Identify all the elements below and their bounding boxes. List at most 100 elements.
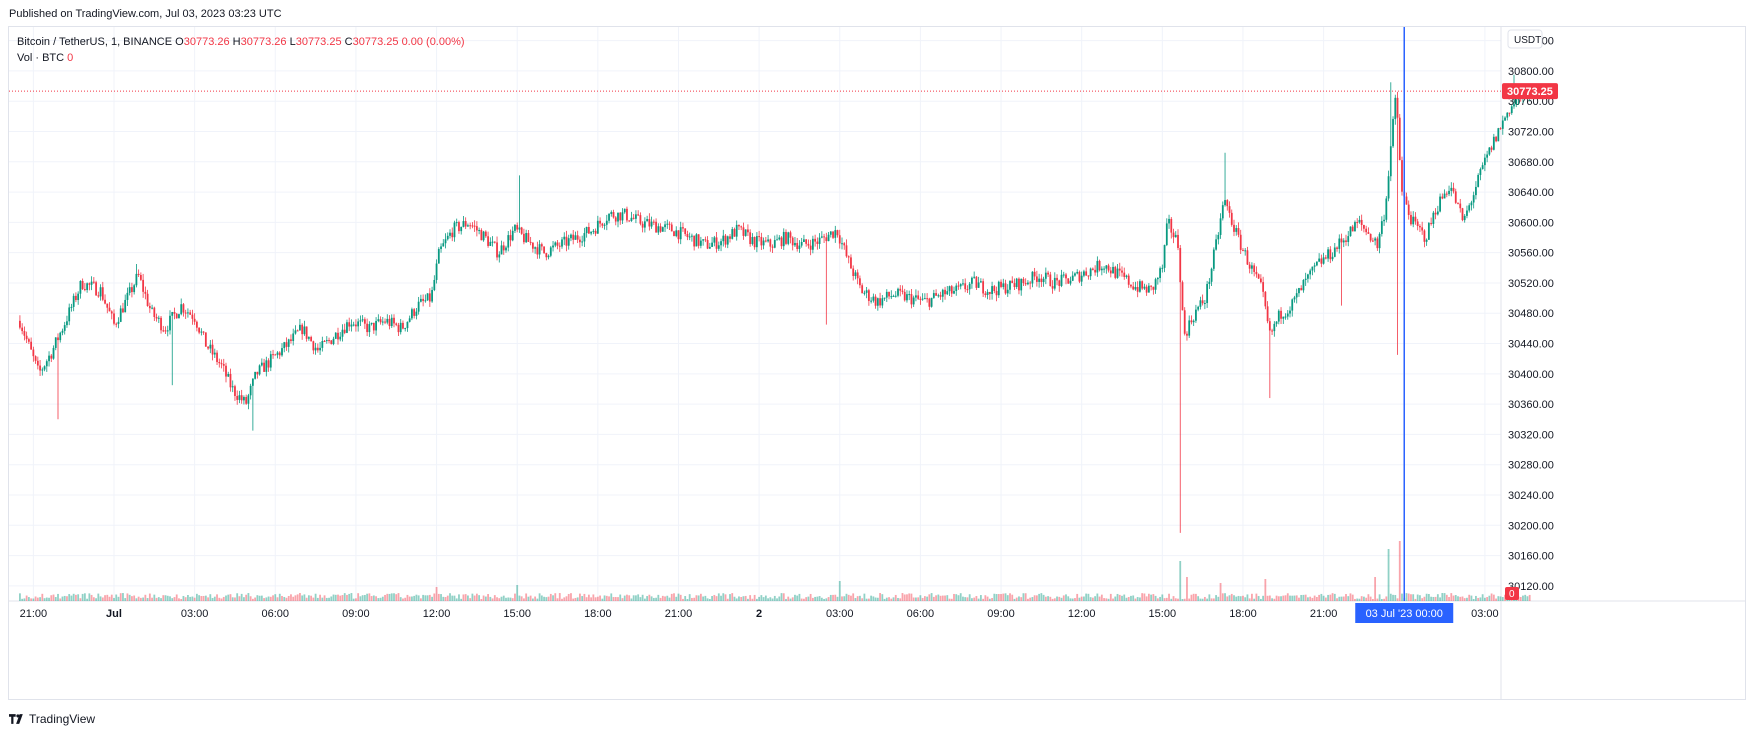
volume-bar — [1318, 594, 1321, 601]
volume-bar — [1466, 597, 1468, 601]
volume-bar — [538, 593, 541, 601]
volume-bar — [729, 594, 731, 601]
volume-bar — [260, 595, 263, 601]
candle-body — [968, 283, 971, 290]
candle-body — [1419, 226, 1421, 228]
volume-bar — [997, 594, 1000, 601]
candle-body — [1463, 215, 1466, 221]
candle-body — [733, 229, 736, 237]
volume-bar — [276, 597, 279, 601]
volume-bar — [1251, 593, 1253, 601]
candle-body — [1284, 316, 1287, 318]
candle-body — [572, 234, 575, 240]
price-chart[interactable]: 30120.00 30160.00 30200.00 30240.00 30280.00… — [9, 27, 1745, 699]
candle-body — [1369, 233, 1372, 241]
candle-body — [1425, 239, 1428, 242]
volume-bar — [1356, 598, 1359, 601]
volume-bar — [921, 597, 924, 601]
volume-bar — [1371, 598, 1374, 601]
volume-bar — [655, 597, 657, 601]
volume-bar — [444, 597, 447, 601]
candle-body — [1109, 270, 1112, 274]
volume-bar — [791, 597, 794, 601]
volume-bar — [283, 596, 286, 601]
volume-bar — [1139, 597, 1141, 601]
volume-bar — [1042, 594, 1045, 601]
volume-bar — [332, 594, 335, 601]
candle-body — [820, 236, 823, 238]
candle-body — [1096, 260, 1099, 273]
volume-bar — [1439, 597, 1441, 601]
volume-bar — [1434, 596, 1437, 601]
candle-body — [825, 237, 828, 242]
candle-body — [758, 236, 761, 238]
candle-body — [585, 226, 588, 234]
candle-body — [234, 386, 236, 396]
candle-body — [955, 285, 958, 291]
volume-bar — [1013, 598, 1016, 601]
candle-body — [502, 245, 505, 251]
volume-bar — [731, 593, 734, 601]
volume-bar — [738, 596, 740, 601]
candle-body — [836, 230, 839, 236]
candle-body — [697, 234, 700, 246]
footer-brand[interactable]: TradingView — [9, 712, 95, 726]
volume-bar — [1336, 598, 1338, 601]
candle-body — [747, 229, 749, 233]
y-tick-label: 30120.00 — [1508, 581, 1554, 593]
candle-body — [547, 255, 550, 258]
volume-bar — [294, 595, 297, 601]
volume-bar — [1441, 593, 1444, 601]
candle-body — [1228, 206, 1231, 213]
candle-body — [939, 295, 942, 297]
volume-bar — [1266, 595, 1269, 601]
candle-body — [596, 220, 599, 234]
volume-bar — [346, 594, 348, 601]
volume-bar — [518, 595, 521, 601]
candle-body — [99, 287, 102, 297]
candle-body — [489, 241, 492, 246]
volume-bar — [1452, 595, 1455, 601]
volume-bar — [489, 596, 492, 601]
candle-body — [1197, 306, 1200, 310]
chart-frame[interactable]: 30120.00 30160.00 30200.00 30240.00 30280.00… — [8, 26, 1746, 700]
volume-bar — [1342, 596, 1345, 601]
candle-body — [655, 221, 657, 233]
candle-body — [1156, 278, 1159, 280]
volume-bar — [670, 593, 673, 601]
candle-body — [892, 295, 895, 297]
volume-bar — [758, 596, 761, 601]
volume-bar — [122, 593, 124, 601]
candle-body — [1497, 128, 1500, 142]
volume-bar — [525, 593, 528, 601]
volume-bar — [836, 596, 839, 601]
candle-body — [1421, 227, 1424, 231]
candle-body — [648, 219, 651, 227]
volume-bar — [811, 597, 814, 601]
volume-bar — [785, 598, 787, 601]
volume-bar — [1338, 596, 1341, 601]
volume-bar — [724, 594, 727, 601]
volume-bar — [131, 596, 133, 601]
volume-bar — [1383, 598, 1385, 601]
currency-button[interactable] — [1507, 29, 1543, 49]
candle-body — [1477, 174, 1480, 187]
volume-bar — [1349, 593, 1352, 601]
candle-body — [652, 221, 655, 223]
volume-bar — [251, 598, 254, 601]
candle-body — [1392, 119, 1394, 147]
candle-body — [908, 294, 911, 296]
candle-body — [1237, 228, 1240, 235]
candle-body — [1430, 223, 1433, 225]
candle-body — [1412, 216, 1415, 225]
candle-body — [1230, 212, 1233, 225]
volume-label[interactable]: Vol · BTC — [17, 52, 65, 64]
volume-bar — [1430, 596, 1433, 601]
volume-bar — [43, 598, 46, 601]
volume-bar — [899, 598, 902, 601]
candle-body — [1360, 219, 1363, 225]
candle-body — [498, 254, 501, 258]
candle-body — [626, 208, 628, 221]
candle-body — [251, 378, 254, 386]
symbol-label[interactable]: Bitcoin / TetherUS, 1, BINANCE — [17, 36, 173, 48]
